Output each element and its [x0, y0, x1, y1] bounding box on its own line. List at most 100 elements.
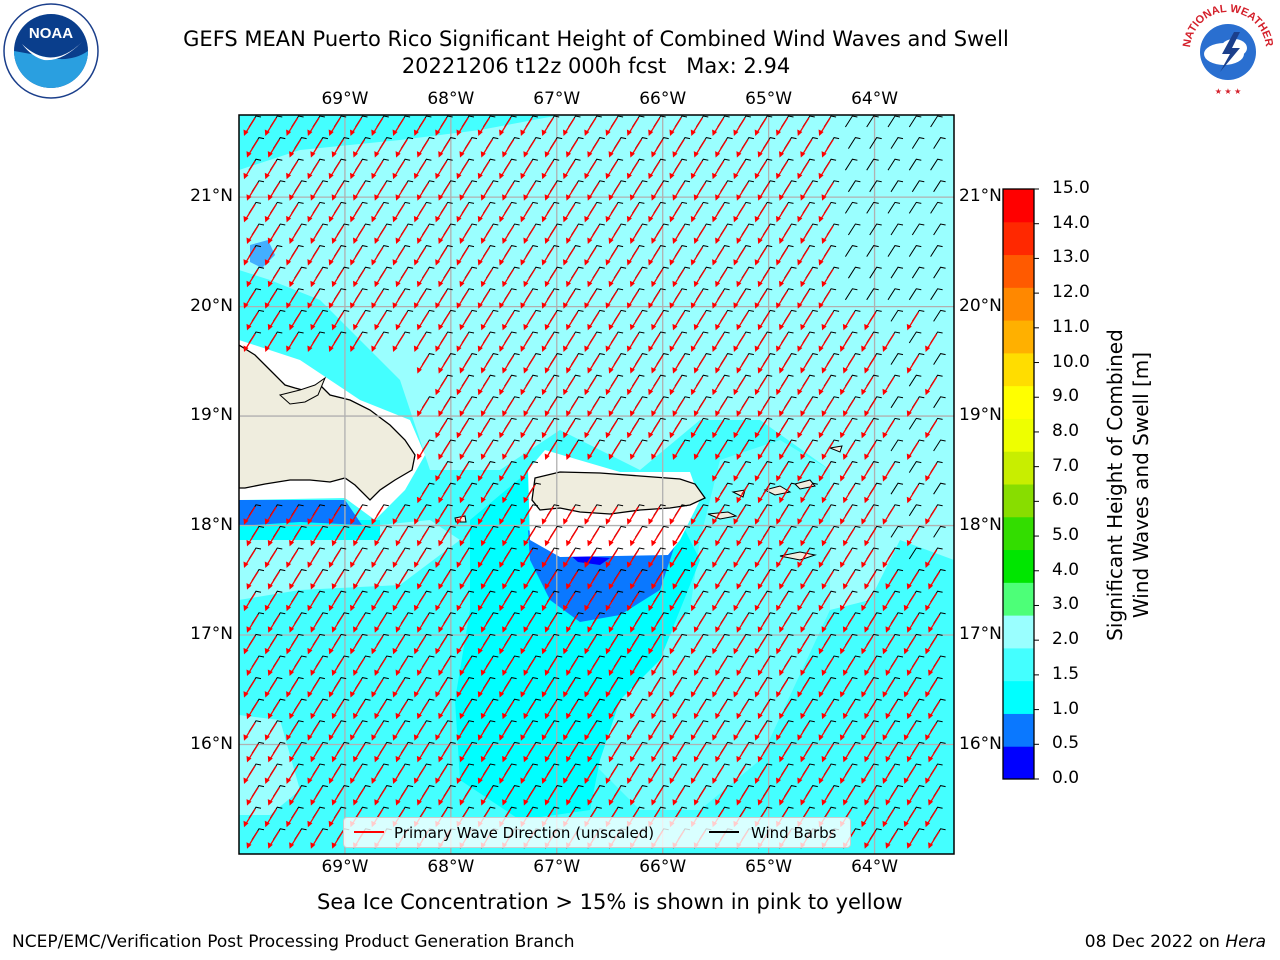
wave-arrow	[629, 139, 642, 158]
wave-arrow	[310, 571, 323, 590]
wave-arrow	[246, 225, 259, 244]
wave-arrow	[289, 268, 302, 288]
wave-arrow	[435, 204, 448, 223]
wave-arrow	[328, 117, 341, 136]
wave-arrow	[480, 484, 493, 504]
wave-arrow	[629, 182, 642, 201]
wave-arrow	[456, 376, 469, 396]
wave-arrow	[502, 268, 515, 288]
wind-barb	[933, 266, 946, 279]
wave-arrow	[754, 290, 767, 309]
wave-arrow	[350, 506, 363, 525]
wave-arrow	[520, 549, 533, 568]
wind-barb	[890, 223, 904, 236]
wave-arrow	[757, 528, 770, 547]
wave-arrow	[733, 463, 746, 482]
wave-arrow	[459, 484, 472, 504]
wave-arrow	[754, 117, 767, 136]
wave-arrow	[413, 247, 426, 266]
wave-arrow	[289, 182, 302, 201]
wind-barb	[869, 266, 882, 279]
wave-arrow	[925, 549, 938, 568]
wave-arrow	[246, 139, 259, 158]
wave-arrow	[477, 204, 490, 223]
wave-arrow	[416, 441, 429, 460]
wave-arrow	[797, 333, 810, 352]
colorbar-tick-label: 9.0	[1052, 386, 1080, 407]
wave-arrow	[648, 117, 661, 136]
wave-arrow	[520, 290, 533, 309]
wave-arrow	[754, 204, 767, 223]
wave-arrow	[842, 528, 855, 547]
wind-barb	[869, 137, 882, 149]
wave-arrow	[839, 376, 852, 396]
wave-arrow	[925, 420, 938, 439]
wave-arrow	[733, 376, 746, 396]
wave-arrow	[289, 571, 302, 590]
wave-arrow	[541, 333, 554, 352]
wave-arrow	[480, 139, 493, 158]
wave-arrow	[584, 333, 597, 352]
wave-arrow	[566, 441, 579, 460]
wave-arrow	[267, 528, 280, 547]
wave-arrow	[286, 160, 299, 180]
wave-arrow	[629, 268, 642, 288]
wave-arrow	[736, 225, 749, 244]
wind-barb	[890, 396, 904, 409]
wave-arrow	[563, 420, 576, 439]
wave-arrow	[626, 506, 639, 525]
wave-arrow	[733, 333, 746, 352]
wave-arrow	[563, 549, 576, 568]
wave-arrow	[289, 225, 302, 244]
wave-arrow	[520, 506, 533, 525]
wave-arrow	[416, 484, 429, 504]
wave-arrow	[459, 225, 472, 244]
wind-barb	[933, 353, 946, 365]
wave-arrow	[626, 117, 639, 136]
wave-arrow	[608, 355, 621, 374]
wave-arrow	[264, 333, 277, 352]
wave-arrow	[648, 333, 661, 352]
wave-arrow	[651, 355, 664, 374]
wave-arrow	[715, 312, 728, 331]
wave-arrow	[374, 571, 387, 590]
wave-arrow	[416, 355, 429, 374]
wave-arrow	[587, 571, 600, 590]
wave-arrow	[629, 355, 642, 374]
wave-arrow	[712, 549, 725, 568]
wave-arrow	[733, 117, 746, 136]
wind-barb	[933, 482, 946, 495]
wave-arrow	[438, 571, 451, 590]
wave-arrow	[520, 204, 533, 223]
wave-arrow	[480, 355, 493, 374]
wave-arrow	[392, 247, 405, 266]
chart-title: GEFS MEAN Puerto Rico Significant Height…	[183, 27, 1009, 51]
wave-arrow	[779, 484, 792, 504]
wave-arrow	[864, 355, 877, 374]
wave-arrow	[797, 506, 810, 525]
wave-arrow	[584, 506, 597, 525]
wave-arrow	[541, 247, 554, 266]
wave-arrow	[587, 355, 600, 374]
colorbar-tick-label: 5.0	[1052, 525, 1080, 546]
wave-arrow	[395, 139, 408, 158]
wave-arrow	[776, 420, 789, 439]
wind-barb	[890, 266, 904, 279]
wave-arrow	[818, 247, 831, 266]
wave-arrow	[435, 290, 448, 309]
wave-arrow	[456, 290, 469, 309]
wave-arrow	[800, 484, 813, 504]
wave-arrow	[779, 139, 792, 158]
wave-contour-1m5	[455, 470, 700, 820]
colorbar-swatch	[1003, 418, 1034, 452]
wave-arrow	[800, 528, 813, 547]
wave-arrow	[629, 225, 642, 244]
wave-arrow	[566, 182, 579, 201]
wave-arrow	[289, 528, 302, 547]
wave-arrow	[861, 549, 874, 568]
wave-arrow	[243, 247, 256, 266]
colorbar-swatch	[1003, 647, 1034, 682]
island-virgin	[763, 485, 792, 496]
wave-arrow	[307, 247, 320, 266]
wave-arrow	[587, 225, 600, 244]
